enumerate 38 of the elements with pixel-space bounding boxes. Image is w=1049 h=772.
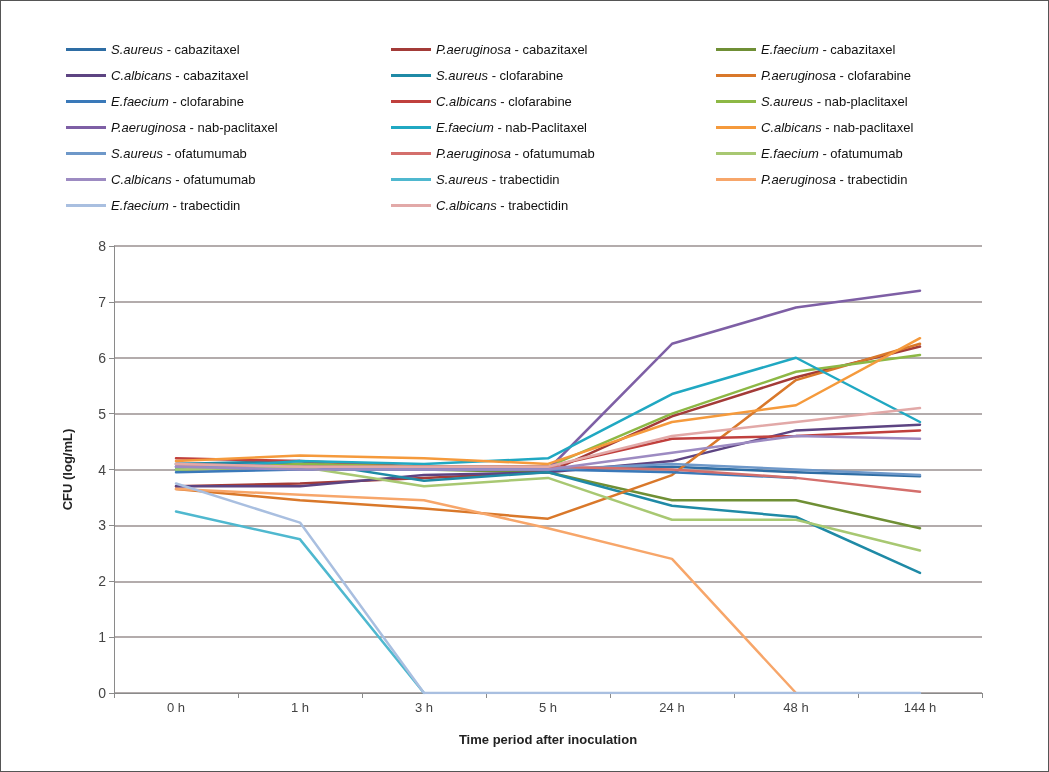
legend-label: S.aureus - ofatumumab [111,146,247,161]
legend-label: S.aureus - cabazitaxel [111,42,240,57]
legend-label: P.aeruginosa - clofarabine [761,68,912,83]
x-axis-title: Time period after inoculation [458,732,638,747]
y-tick-label: 2 [98,573,107,590]
legend-label: P.aeruginosa - cabazitaxel [436,42,588,57]
legend-label: E.faecium - ofatumumab [761,146,903,161]
legend-label: E.faecium - cabazitaxel [761,42,896,57]
legend-label: C.albicans - cabazitaxel [111,68,249,83]
y-tick-label: 6 [98,349,107,366]
x-tick-label: 0 h [166,700,186,715]
y-tick-label: 1 [98,629,107,646]
y-tick-label: 4 [98,461,107,478]
legend-label: P.aeruginosa - nab-paclitaxel [111,120,278,135]
y-tick-label: 5 [98,405,107,422]
legend-label: C.albicans - trabectidin [436,198,569,213]
legend-label: P.aeruginosa - trabectidin [761,172,908,187]
legend-label: E.faecium - nab-Paclitaxel [436,120,588,135]
y-tick-label: 8 [98,238,107,254]
x-tick-label: 3 h [414,700,434,715]
legend-label: C.albicans - clofarabine [436,94,572,109]
y-tick-label: 7 [98,293,107,310]
y-tick-label: 0 [98,685,107,701]
y-axis-title: CFU (log/mL) [60,428,75,511]
legend-label: P.aeruginosa - ofatumumab [436,146,595,161]
legend-label: C.albicans - ofatumumab [111,172,256,187]
legend-label: S.aureus - nab-placlitaxel [761,94,908,109]
legend-label: E.faecium - clofarabine [111,94,244,109]
x-tick-label: 48 h [783,700,809,715]
x-tick-label: 5 h [538,700,558,715]
legend-label: C.albicans - nab-paclitaxel [761,120,914,135]
legend-label: S.aureus - trabectidin [436,172,560,187]
x-tick-label: 1 h [290,700,310,715]
y-tick-label: 3 [98,517,107,534]
x-tick-label: 144 h [903,700,937,715]
legend-label: E.faecium - trabectidin [111,198,241,213]
x-tick-label: 24 h [659,700,685,715]
legend-label: S.aureus - clofarabine [436,68,564,83]
